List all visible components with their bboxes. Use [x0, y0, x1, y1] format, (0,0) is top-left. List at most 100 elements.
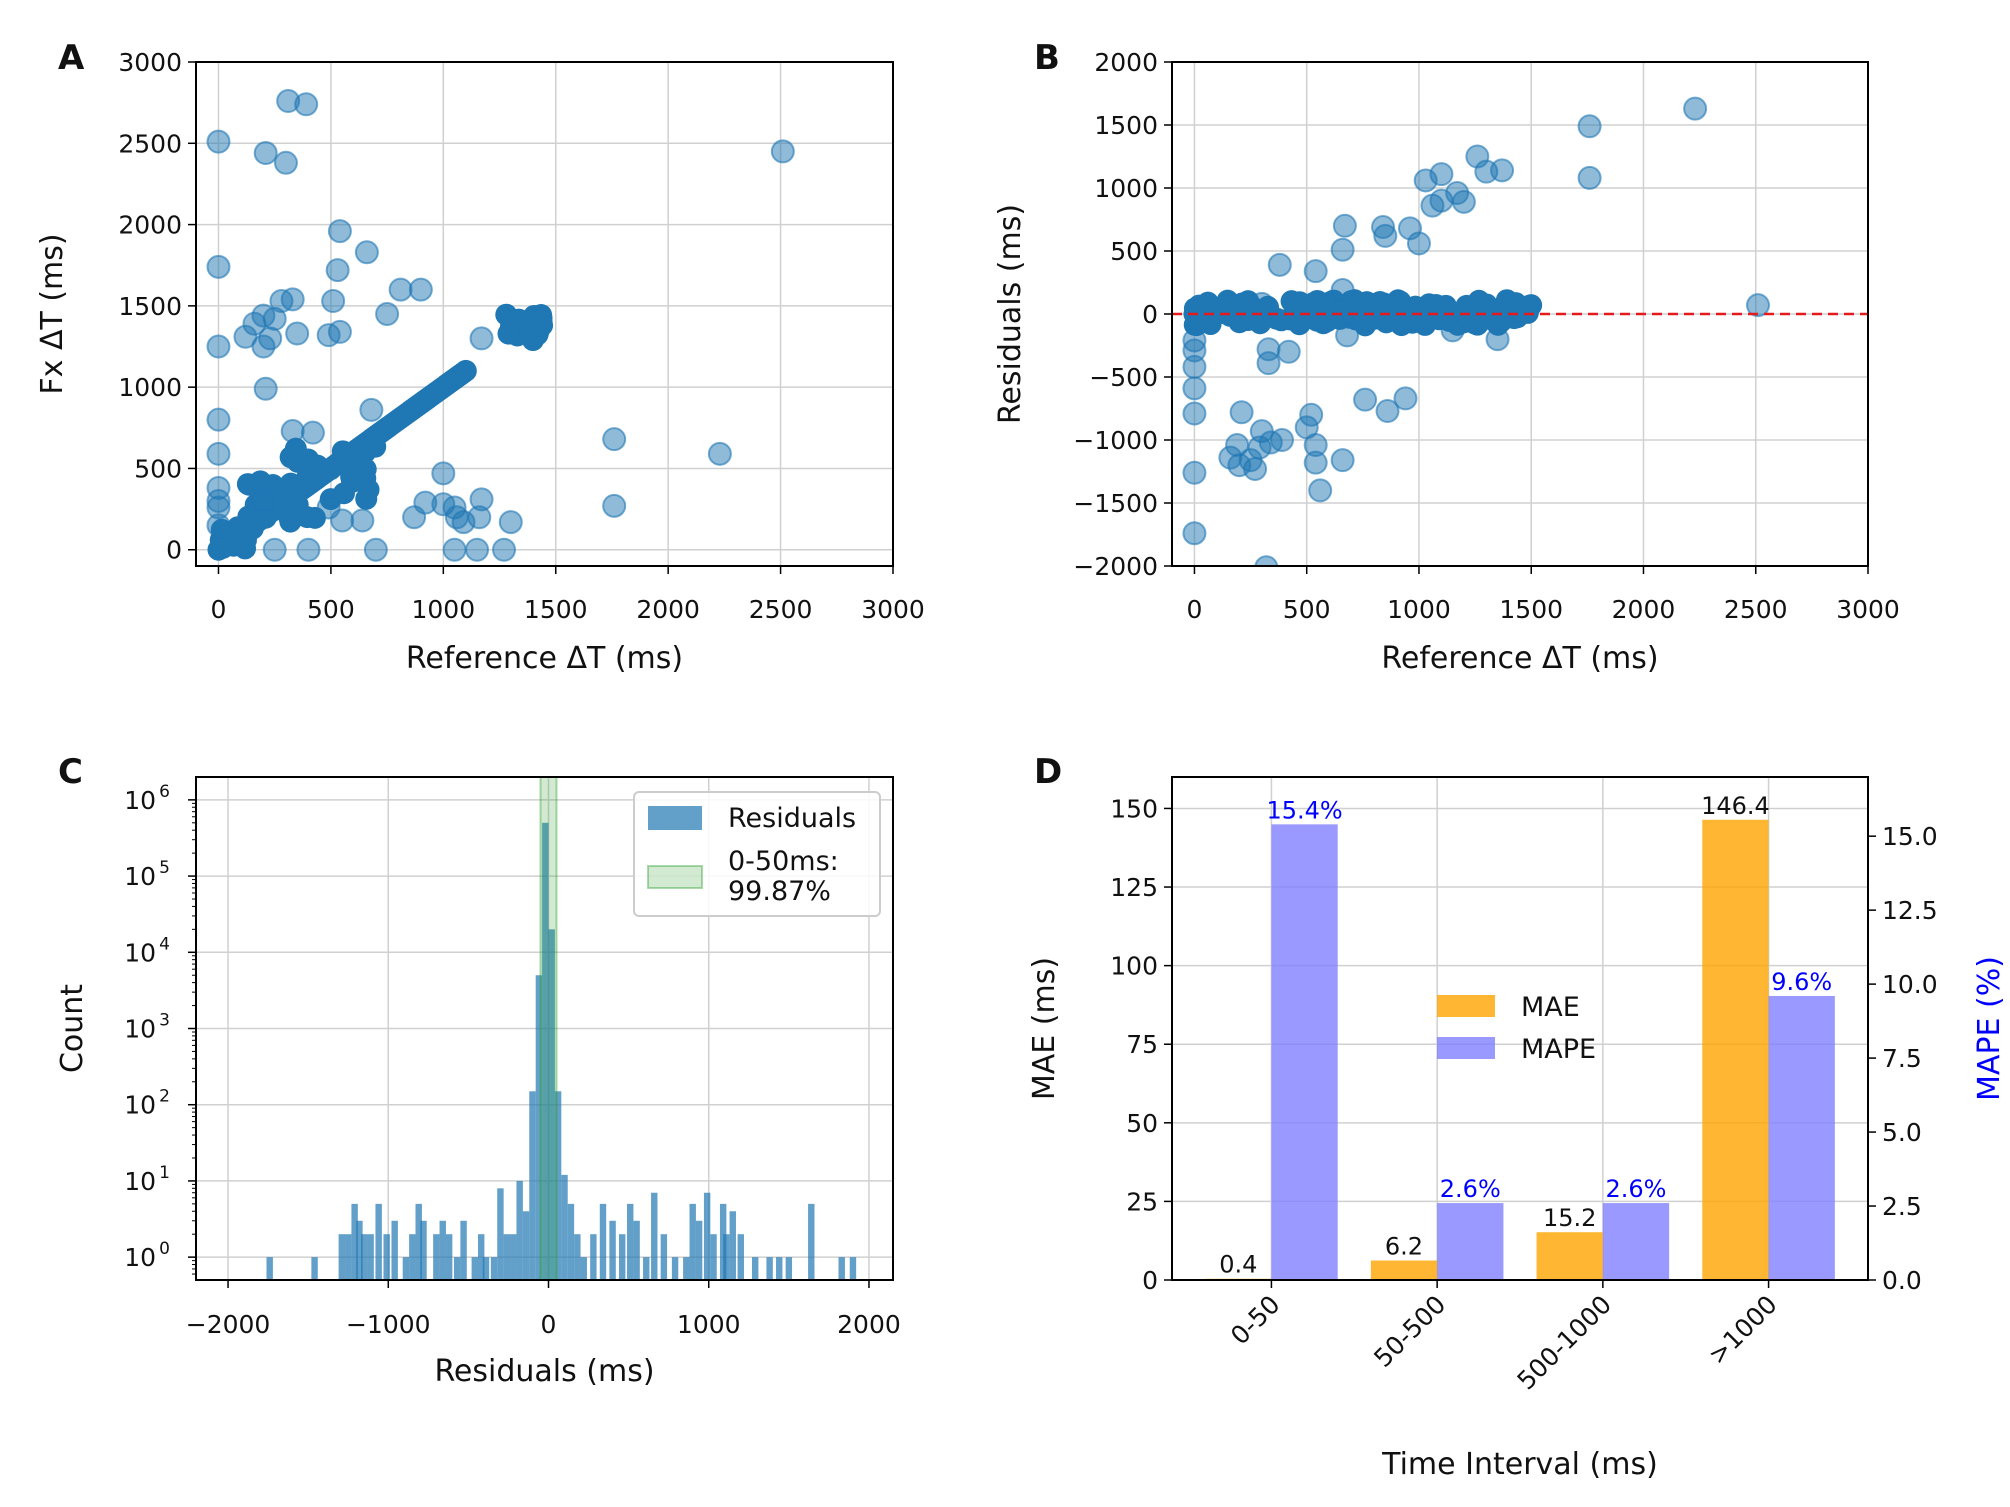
panel-label-d: D	[1034, 752, 1062, 792]
scatter-point	[492, 537, 517, 562]
panel-c-x-tick-label: −2000	[186, 1310, 271, 1339]
mape-value-label: 2.6%	[1440, 1175, 1501, 1203]
panel-c-x-tick-label: 0	[541, 1310, 557, 1339]
panel-a-y-tick-label: 500	[134, 454, 182, 483]
panel-label-b: B	[1034, 38, 1060, 78]
scatter-point	[1249, 291, 1274, 316]
panel-a-y-tick-label: 2000	[118, 211, 182, 240]
panel-d-y-tick-label: 150	[1110, 794, 1158, 823]
scatter-point	[431, 461, 456, 486]
scatter-point	[1256, 351, 1281, 376]
dense-point	[1434, 294, 1457, 317]
dense-point	[1516, 296, 1539, 319]
scatter-point	[262, 306, 287, 331]
histogram-bar	[548, 929, 555, 1280]
dense-point	[1280, 290, 1303, 313]
panel-b-x-tick-label: 1000	[1387, 595, 1451, 624]
histogram-bar	[345, 1234, 352, 1280]
panel-d-y2-tick-label: 15.0	[1882, 822, 1938, 851]
histogram-bar	[651, 1192, 658, 1280]
panel-a-x-tick-label: 0	[211, 595, 227, 624]
dense-point	[1498, 294, 1521, 317]
scatter-point	[350, 508, 375, 533]
panel-d-y2-tick-label: 7.5	[1882, 1044, 1922, 1073]
histogram-bar	[351, 1203, 358, 1280]
panel-label-c: C	[58, 752, 83, 792]
panel-c-x-axis-label: Residuals (ms)	[434, 1354, 654, 1389]
panel-b-x-tick-label: 3000	[1836, 595, 1900, 624]
panel-c-y-tick-label: 10	[124, 1167, 156, 1196]
scatter-point	[1308, 478, 1333, 503]
histogram-bar	[453, 1257, 461, 1280]
scatter-point	[1353, 387, 1378, 412]
scatter-point	[206, 254, 231, 279]
scatter-point	[280, 287, 305, 312]
histogram-bar	[460, 1220, 467, 1280]
scatter-point	[469, 326, 494, 351]
scatter-point	[296, 537, 321, 562]
panel-c-x-tick-label: 1000	[677, 1310, 741, 1339]
dense-point	[1394, 295, 1417, 318]
histogram-bar	[356, 1220, 363, 1280]
histogram-bar	[703, 1192, 711, 1280]
scatter-point	[1303, 259, 1328, 284]
panel-d-y-tick-label: 125	[1110, 873, 1158, 902]
histogram-bar	[542, 822, 549, 1280]
panel-d-x-axis-label: Time Interval (ms)	[1381, 1447, 1658, 1482]
legend-swatch-residuals	[648, 806, 702, 830]
histogram-bar	[619, 1234, 626, 1280]
scatter-point	[330, 508, 355, 533]
histogram-bar	[439, 1220, 446, 1280]
histogram-bar	[695, 1220, 703, 1280]
legend-swatch-mape	[1437, 1037, 1495, 1059]
histogram-bar	[776, 1257, 783, 1280]
histogram-bar	[660, 1234, 668, 1280]
histogram-bar	[420, 1220, 427, 1280]
panel-a-x-tick-label: 1000	[412, 595, 476, 624]
dense-point	[331, 440, 354, 463]
scatter-point	[327, 219, 352, 244]
panel-b-y-tick-label: −500	[1089, 363, 1158, 392]
plot-area	[1172, 96, 1868, 566]
panel-c-x-tick-label: −1000	[346, 1310, 431, 1339]
scatter-point	[375, 302, 400, 326]
panel-d-y2-tick-label: 2.5	[1882, 1192, 1922, 1221]
panel-c-x-tick-label: 2000	[837, 1310, 901, 1339]
scatter-point	[363, 537, 388, 562]
histogram-bar	[433, 1234, 440, 1280]
mae-value-label: 6.2	[1385, 1233, 1423, 1261]
scatter-point	[251, 488, 276, 513]
scatter-point	[1182, 401, 1207, 426]
mape-bar	[1602, 1203, 1670, 1280]
mape-value-label: 15.4%	[1266, 796, 1342, 824]
scatter-point	[469, 487, 494, 512]
panel-d-legend: MAE MAPE	[1437, 992, 1596, 1065]
histogram-bar	[838, 1257, 845, 1280]
panel-c-y-tick-exponent: 5	[159, 858, 170, 878]
panel-b-x-tick-label: 500	[1283, 595, 1331, 624]
histogram-bar	[561, 1174, 568, 1280]
scatter-point	[206, 441, 231, 466]
histogram-bar	[409, 1234, 416, 1280]
histogram-bar	[808, 1203, 815, 1280]
scatter-point	[1406, 231, 1431, 256]
panel-a-y-tick-label: 1000	[118, 373, 182, 402]
histogram-bar	[402, 1257, 410, 1280]
histogram-bar	[599, 1203, 607, 1280]
dense-point	[274, 484, 297, 507]
scatter-point	[1440, 318, 1465, 343]
legend-label-residuals: Residuals	[728, 803, 856, 834]
histogram-bar	[311, 1257, 318, 1280]
scatter-point	[206, 513, 231, 538]
panel-c-frame	[195, 776, 894, 1281]
panel-a-y-tick-label: 2500	[118, 129, 182, 158]
dense-point	[1270, 309, 1293, 332]
panel-d-y2-axis-label: MAPE (%)	[1972, 956, 2007, 1101]
histogram-bar	[723, 1234, 730, 1280]
panel-c-y-tick-exponent: 3	[159, 1011, 170, 1031]
dense-point	[1475, 293, 1498, 316]
dense-point	[363, 433, 386, 456]
dense-point	[296, 506, 319, 529]
panel-b-y-tick-label: 1000	[1094, 174, 1158, 203]
panel-b-x-tick-label: 0	[1186, 595, 1202, 624]
